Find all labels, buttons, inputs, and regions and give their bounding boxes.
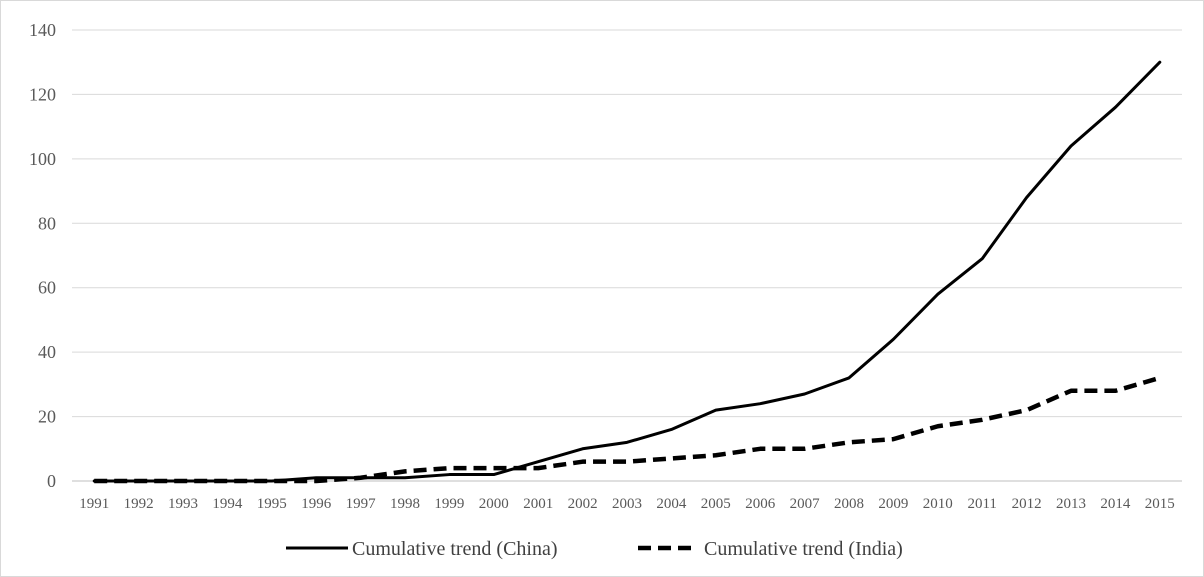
y-tick-label: 40 <box>38 342 56 362</box>
x-tick-label: 1996 <box>301 496 332 512</box>
x-tick-label: 2003 <box>612 496 642 512</box>
x-tick-label: 2013 <box>1056 496 1086 512</box>
x-tick-label: 2015 <box>1145 496 1175 512</box>
x-tick-label: 1997 <box>346 496 377 512</box>
x-tick-label: 2011 <box>967 496 996 512</box>
x-axis: 1991 1992 1993 1994 1995 1996 1997 1998 1999 2000… <box>72 480 1182 512</box>
x-tick-label: 1993 <box>168 496 198 512</box>
y-tick-label: 80 <box>38 213 56 233</box>
gridlines <box>72 29 1182 418</box>
legend-label-india: Cumulative trend (India) <box>704 538 903 560</box>
x-tick-label: 2000 <box>479 496 509 512</box>
y-tick-label: 120 <box>29 84 56 104</box>
x-tick-label: 1991 <box>79 496 109 512</box>
series-line-india <box>94 375 1161 484</box>
x-tick-label: 2004 <box>656 496 687 512</box>
x-tick-label: 2002 <box>568 496 598 512</box>
legend: Cumulative trend (China) Cumulative trend… <box>286 538 903 560</box>
x-tick-label: 2009 <box>878 496 908 512</box>
x-tick-label: 1998 <box>390 496 420 512</box>
x-tick-label: 2010 <box>923 496 953 512</box>
y-tick-label: 140 <box>29 20 56 40</box>
x-tick-label: 2007 <box>790 496 821 512</box>
x-tick-label: 1994 <box>212 496 243 512</box>
x-tick-label: 1992 <box>124 496 154 512</box>
x-tick-label: 2005 <box>701 496 731 512</box>
series-lines <box>92 60 1162 484</box>
x-tick-label: 2014 <box>1100 496 1131 512</box>
y-tick-label: 20 <box>38 407 56 427</box>
legend-label-china: Cumulative trend (China) <box>352 538 558 560</box>
x-tick-label: 1999 <box>434 496 464 512</box>
x-tick-label: 2001 <box>523 496 553 512</box>
y-axis: 0 20 40 60 80 100 120 140 <box>29 20 56 491</box>
y-tick-label: 0 <box>47 471 56 491</box>
x-tick-label: 1995 <box>257 496 287 512</box>
y-tick-label: 100 <box>29 149 56 169</box>
y-tick-label: 60 <box>38 278 56 298</box>
series-line-china <box>92 60 1162 483</box>
x-tick-label: 2008 <box>834 496 864 512</box>
x-tick-label: 2006 <box>745 496 776 512</box>
x-tick-label: 2012 <box>1012 496 1042 512</box>
